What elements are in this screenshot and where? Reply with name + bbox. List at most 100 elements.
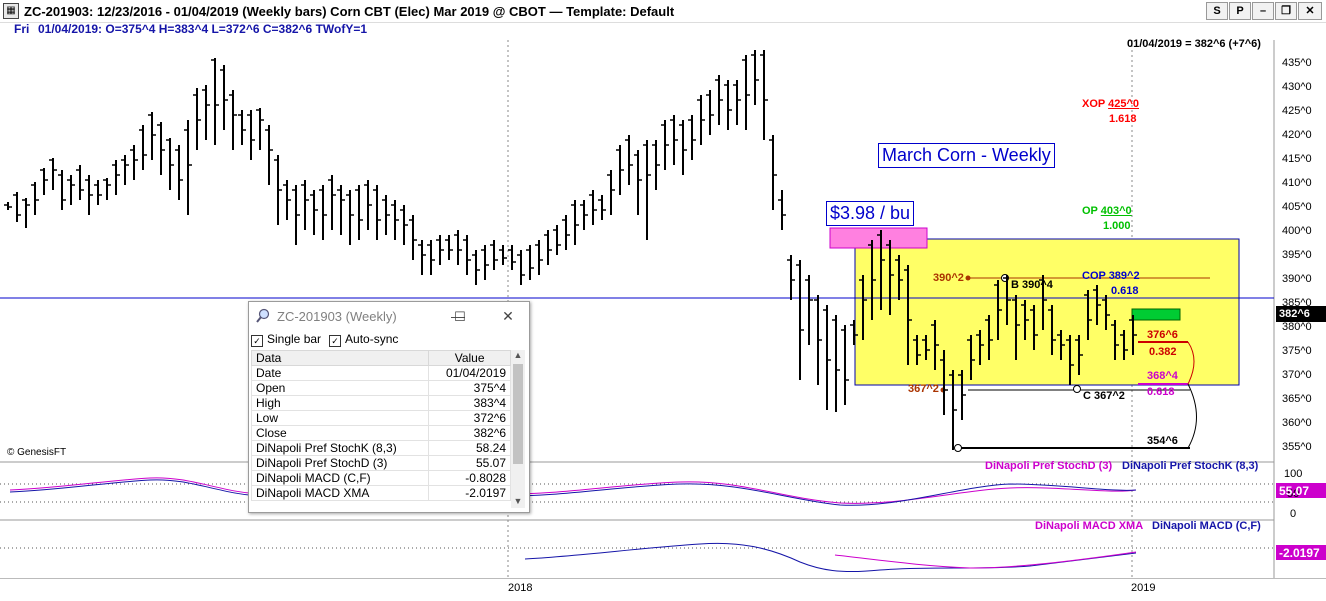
price-axis-label: 430^0 (1282, 81, 1312, 93)
data-window-titlebar[interactable]: ZC-201903 (Weekly) — ☐ ✕ (249, 302, 529, 330)
data-grid: Data Value Date 01/04/2019 Open 375^4 High 38… (250, 350, 511, 501)
checkbox-icon: ✓ (329, 335, 342, 347)
price-axis-label: 370^0 (1282, 369, 1312, 381)
row-label: Open (250, 380, 430, 396)
b-label: B 390^4 (1011, 279, 1053, 291)
retrace-arc-2 (1187, 383, 1197, 449)
stoch-axis-100: 100 (1284, 468, 1303, 480)
app-icon[interactable]: ▦ (3, 3, 19, 19)
data-window[interactable]: ZC-201903 (Weekly) — ☐ ✕ ✓ Single bar ✓ Au… (248, 301, 530, 513)
minimize-button[interactable]: – (1252, 2, 1274, 20)
bar-ohlc: 01/04/2019: O=375^4 H=383^4 L=372^6 C=38… (38, 22, 368, 36)
copyright-label: © GenesisFT (7, 447, 67, 458)
row-label: DiNapoli Pref StochK (8,3) (250, 440, 430, 456)
row-label: DiNapoli MACD (C,F) (250, 470, 430, 486)
a-label: 390^2 (933, 272, 964, 284)
restore-button[interactable]: ❐ (1275, 2, 1297, 20)
table-row[interactable]: DiNapoli Pref StochK (8,3) 58.24 (250, 440, 511, 456)
row-value: 383^4 (428, 395, 511, 411)
stoch-axis-0: 0 (1290, 508, 1297, 520)
current-price-tag-bg (1276, 306, 1326, 322)
row-value: 372^6 (428, 410, 511, 426)
macd-xma-line (834, 551, 1137, 569)
bar-day: Fri (14, 22, 30, 36)
cop-label: COP 389^2 (1082, 270, 1140, 282)
op-ratio: 1.000 (1103, 220, 1131, 232)
xop-ratio: 1.618 (1109, 113, 1137, 125)
c-label: C 367^2 (1083, 390, 1125, 402)
s-button[interactable]: S (1206, 2, 1228, 20)
scroll-up-icon[interactable]: ▲ (513, 350, 523, 360)
window-buttons: S P – ❐ ✕ (1206, 2, 1322, 20)
price-axis-label: 435^0 (1282, 57, 1312, 69)
table-row[interactable]: Low 372^6 (250, 410, 511, 426)
row-label: DiNapoli MACD XMA (250, 485, 430, 501)
macd-legend: DiNapoli MACD (C,F) (1152, 520, 1261, 532)
row-value: -0.8028 (428, 470, 511, 486)
scroll-down-icon[interactable]: ▼ (513, 496, 523, 506)
retrace-618-ratio: 0.618 (1147, 386, 1175, 398)
pivot-c-marker (1073, 385, 1081, 393)
last-update-label: 01/04/2019 = 382^6 (+7^6) (1127, 38, 1261, 50)
auto-sync-checkbox[interactable]: ✓ Auto-sync (329, 332, 398, 347)
retrace-618-value: 368^4 (1147, 370, 1178, 382)
time-label-2019: 2019 (1131, 582, 1156, 594)
col-header-value[interactable]: Value (428, 350, 511, 366)
stoch-d-legend: DiNapoli Pref StochD (3) (985, 460, 1113, 472)
pivot-a-marker (965, 275, 971, 281)
price-axis-label: 385^0 (1282, 297, 1312, 309)
green-projection-box (1131, 308, 1181, 321)
price-axis-label: 365^0 (1282, 393, 1312, 405)
ohlc-bars (4, 50, 1137, 450)
table-row[interactable]: DiNapoli Pref StochD (3) 55.07 (250, 455, 511, 471)
low-value-label: 354^6 (1147, 435, 1178, 447)
macd-xma-legend: DiNapoli MACD XMA (1035, 520, 1144, 532)
p-button[interactable]: P (1229, 2, 1251, 20)
minimize-icon[interactable]: — (451, 308, 465, 324)
scroll-thumb[interactable] (513, 364, 523, 464)
stoch-k-line (9, 479, 1137, 506)
data-window-options: ✓ Single bar ✓ Auto-sync (251, 332, 398, 347)
chart-title-box: March Corn - Weekly (878, 143, 1055, 168)
retrace-382-value: 376^6 (1147, 329, 1178, 341)
table-row[interactable]: Open 375^4 (250, 380, 511, 396)
price-axis-label: 390^0 (1282, 273, 1312, 285)
maximize-icon[interactable]: ☐ (454, 309, 466, 324)
table-row[interactable]: Close 382^6 (250, 425, 511, 441)
xop-label: XOP 425^0 (1082, 98, 1139, 110)
row-value: 58.24 (428, 440, 511, 456)
checkbox-icon: ✓ (251, 335, 263, 347)
price-axis-label: 380^0 (1282, 321, 1312, 333)
window-title: ZC-201903: 12/23/2016 - 01/04/2019 (Week… (24, 4, 675, 19)
row-label: High (250, 395, 430, 411)
row-label: Close (250, 425, 430, 441)
a-low-label: 367^2 (908, 383, 939, 395)
price-axis-label: 355^0 (1282, 441, 1312, 453)
price-axis-label: 405^0 (1282, 201, 1312, 213)
time-label-2018: 2018 (508, 582, 533, 594)
table-row[interactable]: High 383^4 (250, 395, 511, 411)
cop-ratio: 0.618 (1111, 285, 1139, 297)
current-price-tag: 382^6 (1279, 308, 1310, 320)
single-bar-checkbox[interactable]: ✓ Single bar (251, 332, 321, 347)
stoch-k-legend: DiNapoli Pref StochK (8,3) (1122, 460, 1259, 472)
col-header-data[interactable]: Data (250, 350, 430, 366)
time-axis: 2018 2019 (0, 578, 1326, 601)
price-axis-label: 410^0 (1282, 177, 1312, 189)
op-label: OP 403^0 (1082, 205, 1132, 217)
row-value: -2.0197 (428, 485, 511, 501)
price-axis-label: 395^0 (1282, 249, 1312, 261)
stoch-d-line (9, 477, 1137, 504)
data-window-title: ZC-201903 (Weekly) (277, 309, 397, 324)
row-value: 375^4 (428, 380, 511, 396)
price-axis-label: 415^0 (1282, 153, 1312, 165)
price-axis-label: 360^0 (1282, 417, 1312, 429)
table-row[interactable]: Date 01/04/2019 (250, 365, 511, 381)
table-row[interactable]: DiNapoli MACD XMA -2.0197 (250, 485, 511, 501)
table-row[interactable]: DiNapoli MACD (C,F) -0.8028 (250, 470, 511, 486)
price-marker-box (829, 227, 928, 249)
close-button[interactable]: ✕ (1298, 2, 1322, 20)
close-icon[interactable]: ✕ (502, 308, 514, 324)
data-grid-scrollbar[interactable]: ▲ ▼ (511, 350, 525, 508)
